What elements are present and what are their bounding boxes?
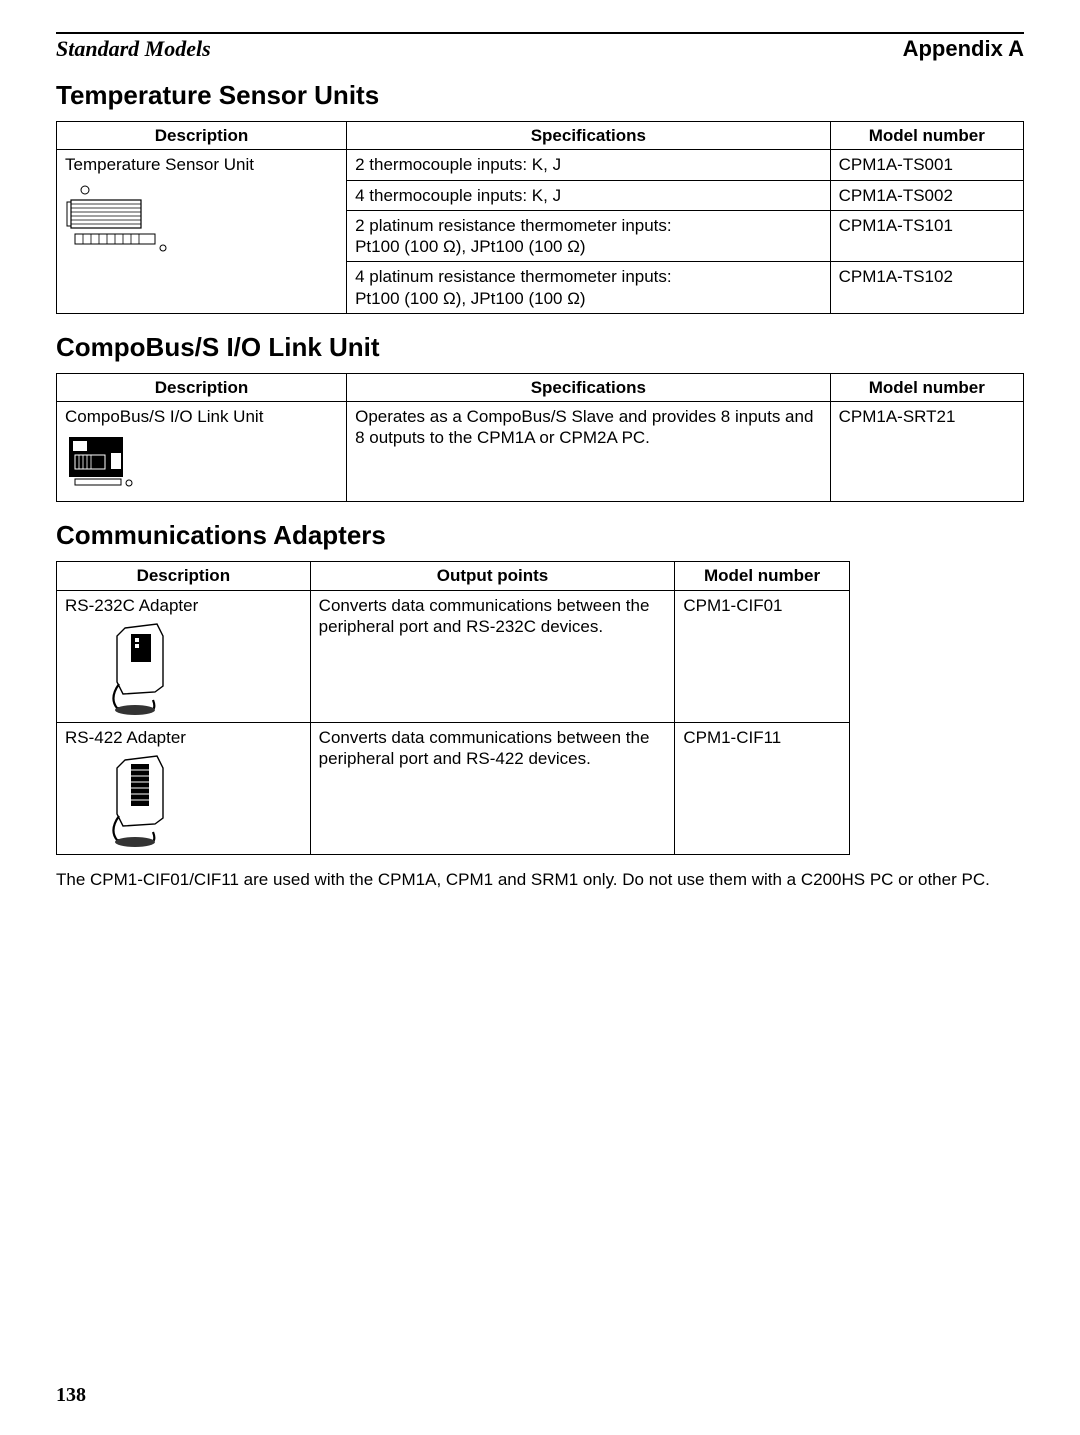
col-description: Description xyxy=(57,373,347,401)
header-left: Standard Models xyxy=(56,36,211,62)
desc-label: CompoBus/S I/O Link Unit xyxy=(65,407,263,426)
spec-cell: 4 platinum resistance thermometer inputs… xyxy=(347,262,831,314)
spec-cell: Operates as a CompoBus/S Slave and provi… xyxy=(347,402,831,502)
col-description: Description xyxy=(57,562,311,590)
table-compobus: Description Specifications Model number … xyxy=(56,373,1024,503)
desc-label: Temperature Sensor Unit xyxy=(65,155,254,174)
table-row: RS-232C Adapter Converts data communicat… xyxy=(57,590,850,722)
table-communications: Description Output points Model number R… xyxy=(56,561,850,855)
section-title-compobus: CompoBus/S I/O Link Unit xyxy=(56,332,1024,363)
table-temperature: Description Specifications Model number … xyxy=(56,121,1024,314)
model-cell: CPM1-CIF11 xyxy=(675,722,849,854)
desc-label: RS-232C Adapter xyxy=(65,596,198,615)
col-model: Model number xyxy=(675,562,849,590)
note-text: The CPM1-CIF01/CIF11 are used with the C… xyxy=(56,869,1024,892)
table-row: RS-422 Adapter Co xyxy=(57,722,850,854)
col-model: Model number xyxy=(830,373,1023,401)
spec-cell: Converts data communications between the… xyxy=(310,590,675,722)
rs422-adapter-icon xyxy=(105,754,185,850)
section-title-communications: Communications Adapters xyxy=(56,520,1024,551)
model-cell: CPM1A-TS002 xyxy=(830,180,1023,210)
spec-cell: 2 platinum resistance thermometer inputs… xyxy=(347,210,831,262)
col-specifications: Specifications xyxy=(347,373,831,401)
spec-cell: 2 thermocouple inputs: K, J xyxy=(347,150,831,180)
section-title-temperature: Temperature Sensor Units xyxy=(56,80,1024,111)
table-row: Temperature Sensor Unit xyxy=(57,150,1024,180)
col-description: Description xyxy=(57,122,347,150)
model-cell: CPM1-CIF01 xyxy=(675,590,849,722)
col-model: Model number xyxy=(830,122,1023,150)
temperature-unit-icon xyxy=(65,182,175,246)
desc-label: RS-422 Adapter xyxy=(65,728,186,747)
page-number: 138 xyxy=(56,1384,86,1407)
model-cell: CPM1A-TS102 xyxy=(830,262,1023,314)
model-cell: CPM1A-TS101 xyxy=(830,210,1023,262)
col-output-points: Output points xyxy=(310,562,675,590)
col-specifications: Specifications xyxy=(347,122,831,150)
header-right: Appendix A xyxy=(903,36,1024,62)
spec-cell: Converts data communications between the… xyxy=(310,722,675,854)
model-cell: CPM1A-TS001 xyxy=(830,150,1023,180)
table-row: CompoBus/S I/O Link Unit xyxy=(57,402,1024,502)
compobus-unit-icon xyxy=(65,433,155,497)
spec-cell: 4 thermocouple inputs: K, J xyxy=(347,180,831,210)
rs232c-adapter-icon xyxy=(105,622,185,718)
model-cell: CPM1A-SRT21 xyxy=(830,402,1023,502)
